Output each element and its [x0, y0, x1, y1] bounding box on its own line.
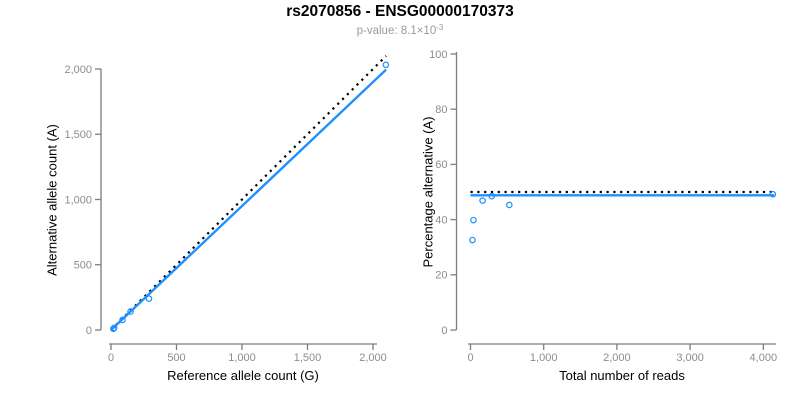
data-point [469, 236, 476, 244]
data-point [479, 197, 486, 204]
y-tick-label: 0 [441, 325, 447, 337]
y-axis-title-left: Alternative allele count (A) [44, 124, 60, 276]
data-point [505, 201, 513, 209]
x-axis: 0 500 1,000 1,500 2,000 [108, 343, 387, 364]
x-tick-label: 2,000 [359, 352, 387, 364]
y-tick-label: 100 [429, 49, 447, 61]
right-plot: 0 1,000 2,000 3,000 4,000 0 20 40 60 80 100 [429, 49, 777, 364]
y-tick-label: 80 [435, 104, 447, 116]
y-tick-label: 2,000 [64, 64, 92, 76]
y-tick-label: 500 [74, 260, 92, 272]
data-point [119, 316, 126, 324]
data-point [769, 190, 777, 198]
y-tick-label: 1,000 [64, 194, 92, 206]
left-plot: 0 500 1,000 1,500 2,000 0 500 1,000 1,500 2,000 [64, 55, 390, 364]
x-axis-title-left: Reference allele count (G) [167, 368, 319, 383]
x-tick-label: 2,000 [603, 352, 631, 364]
fit-line [110, 68, 387, 331]
x-tick-label: 0 [467, 352, 473, 364]
y-tick-label: 0 [86, 325, 92, 337]
y-tick-label: 1,500 [64, 129, 92, 141]
y-axis: 0 20 40 60 80 100 [429, 49, 458, 337]
identity-line [110, 55, 387, 331]
x-axis-title-right: Total number of reads [559, 368, 685, 383]
data-point [110, 324, 118, 332]
y-axis: 0 500 1,000 1,500 2,000 [64, 64, 102, 337]
data-point [110, 325, 117, 333]
x-axis: 0 1,000 2,000 3,000 4,000 [467, 343, 778, 364]
x-tick-label: 4,000 [750, 352, 778, 364]
x-tick-label: 1,500 [294, 352, 322, 364]
x-tick-label: 3,000 [676, 352, 704, 364]
x-tick-label: 0 [108, 352, 114, 364]
y-tick-label: 60 [435, 159, 447, 171]
p-value-text: p-value: 8.1×10 [356, 25, 437, 37]
data-point [127, 308, 134, 315]
x-tick-label: 500 [167, 352, 185, 364]
plot-subtitle: p-value: 8.1×10-3 [0, 23, 800, 37]
y-axis-title-right: Percentage alternative (A) [420, 116, 436, 268]
plot-title: rs2070856 - ENSG00000170373 [286, 3, 514, 20]
data-point [382, 61, 390, 69]
x-tick-label: 1,000 [228, 352, 256, 364]
data-point [470, 216, 477, 224]
y-tick-label: 40 [435, 214, 447, 226]
data-points [110, 61, 390, 333]
data-point [145, 295, 153, 302]
p-value-exponent: -3 [436, 23, 444, 32]
y-tick-label: 20 [435, 270, 447, 282]
data-point [488, 192, 496, 200]
x-tick-label: 1,000 [530, 352, 558, 364]
data-points [469, 190, 777, 244]
